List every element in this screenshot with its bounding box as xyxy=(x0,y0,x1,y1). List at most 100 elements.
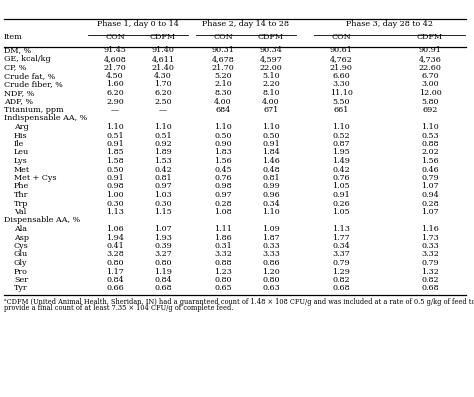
Text: 1.08: 1.08 xyxy=(214,208,232,216)
Text: 0.79: 0.79 xyxy=(421,259,439,267)
Text: 0.79: 0.79 xyxy=(332,259,350,267)
Text: 0.82: 0.82 xyxy=(332,276,350,284)
Text: 2.10: 2.10 xyxy=(214,81,232,89)
Text: 0.76: 0.76 xyxy=(214,174,232,182)
Text: 1.10: 1.10 xyxy=(421,123,439,131)
Text: 3.32: 3.32 xyxy=(421,251,439,258)
Text: 4,736: 4,736 xyxy=(419,55,441,63)
Text: 0.98: 0.98 xyxy=(214,183,232,191)
Text: CDFM: CDFM xyxy=(258,33,284,41)
Text: 0.46: 0.46 xyxy=(421,166,439,173)
Text: 4,597: 4,597 xyxy=(260,55,283,63)
Text: 0.91: 0.91 xyxy=(106,174,124,182)
Text: 1.73: 1.73 xyxy=(421,233,439,241)
Text: 0.98: 0.98 xyxy=(106,183,124,191)
Text: 4.00: 4.00 xyxy=(262,98,280,106)
Text: CON: CON xyxy=(331,33,351,41)
Text: 0.97: 0.97 xyxy=(154,183,172,191)
Text: ADF, %: ADF, % xyxy=(4,98,33,106)
Text: 1.16: 1.16 xyxy=(421,225,439,233)
Text: Val: Val xyxy=(14,208,26,216)
Text: 0.80: 0.80 xyxy=(106,259,124,267)
Text: 3.32: 3.32 xyxy=(214,251,232,258)
Text: 21.70: 21.70 xyxy=(104,64,127,71)
Text: Indispensable AA, %: Indispensable AA, % xyxy=(4,114,87,123)
Text: Gly: Gly xyxy=(14,259,27,267)
Text: Dispensable AA, %: Dispensable AA, % xyxy=(4,216,80,224)
Text: 0.80: 0.80 xyxy=(214,276,232,284)
Text: 671: 671 xyxy=(264,106,279,114)
Text: 1.10: 1.10 xyxy=(154,123,172,131)
Text: 1.10: 1.10 xyxy=(262,123,280,131)
Text: Met + Cys: Met + Cys xyxy=(14,174,56,182)
Text: 0.76: 0.76 xyxy=(332,174,350,182)
Text: CDFM: CDFM xyxy=(417,33,443,41)
Text: 0.66: 0.66 xyxy=(106,285,124,293)
Text: 1.09: 1.09 xyxy=(262,225,280,233)
Text: 1.95: 1.95 xyxy=(332,148,350,156)
Text: Arg: Arg xyxy=(14,123,29,131)
Text: 0.92: 0.92 xyxy=(154,140,172,148)
Text: 1.10: 1.10 xyxy=(262,208,280,216)
Text: 0.51: 0.51 xyxy=(106,131,124,139)
Text: Cys: Cys xyxy=(14,242,29,250)
Text: 1.77: 1.77 xyxy=(332,233,350,241)
Text: 0.30: 0.30 xyxy=(106,200,124,208)
Text: 0.42: 0.42 xyxy=(332,166,350,173)
Text: 11.10: 11.10 xyxy=(329,89,353,97)
Text: 1.17: 1.17 xyxy=(106,268,124,276)
Text: 0.63: 0.63 xyxy=(262,285,280,293)
Text: 6.60: 6.60 xyxy=(332,72,350,80)
Text: 1.23: 1.23 xyxy=(214,268,232,276)
Text: 4.50: 4.50 xyxy=(106,72,124,80)
Text: 0.84: 0.84 xyxy=(106,276,124,284)
Text: 1.10: 1.10 xyxy=(332,123,350,131)
Text: 0.45: 0.45 xyxy=(214,166,232,173)
Text: 1.94: 1.94 xyxy=(106,233,124,241)
Text: Met: Met xyxy=(14,166,30,173)
Text: 1.89: 1.89 xyxy=(154,148,172,156)
Text: NDF, %: NDF, % xyxy=(4,89,35,97)
Text: 1.85: 1.85 xyxy=(106,148,124,156)
Text: 90.34: 90.34 xyxy=(260,46,283,54)
Text: 1.60: 1.60 xyxy=(106,81,124,89)
Text: 1.19: 1.19 xyxy=(154,268,172,276)
Text: 1.05: 1.05 xyxy=(332,183,350,191)
Text: 3.37: 3.37 xyxy=(332,251,350,258)
Text: 0.31: 0.31 xyxy=(214,242,232,250)
Text: 1.49: 1.49 xyxy=(332,157,350,165)
Text: 6.20: 6.20 xyxy=(154,89,172,97)
Text: 4,762: 4,762 xyxy=(329,55,353,63)
Text: 0.68: 0.68 xyxy=(421,285,439,293)
Text: 6.70: 6.70 xyxy=(421,72,439,80)
Text: Phe: Phe xyxy=(14,183,29,191)
Text: 6.20: 6.20 xyxy=(106,89,124,97)
Text: 0.34: 0.34 xyxy=(262,200,280,208)
Text: 0.91: 0.91 xyxy=(332,191,350,199)
Text: 1.15: 1.15 xyxy=(154,208,172,216)
Text: 0.68: 0.68 xyxy=(154,285,172,293)
Text: 0.91: 0.91 xyxy=(262,140,280,148)
Text: 0.50: 0.50 xyxy=(262,131,280,139)
Text: Pro: Pro xyxy=(14,268,28,276)
Text: 0.86: 0.86 xyxy=(262,259,280,267)
Text: 1.53: 1.53 xyxy=(154,157,172,165)
Text: 684: 684 xyxy=(215,106,231,114)
Text: 1.06: 1.06 xyxy=(106,225,124,233)
Text: 1.10: 1.10 xyxy=(214,123,232,131)
Text: CP, %: CP, % xyxy=(4,64,27,71)
Text: 0.39: 0.39 xyxy=(154,242,172,250)
Text: 0.33: 0.33 xyxy=(262,242,280,250)
Text: 1.87: 1.87 xyxy=(262,233,280,241)
Text: 0.28: 0.28 xyxy=(214,200,232,208)
Text: 0.30: 0.30 xyxy=(154,200,172,208)
Text: 0.84: 0.84 xyxy=(154,276,172,284)
Text: provide a final count of at least 7.35 × 104 CFU/g of complete feed.: provide a final count of at least 7.35 ×… xyxy=(4,304,233,312)
Text: 661: 661 xyxy=(333,106,349,114)
Text: Ser: Ser xyxy=(14,276,28,284)
Text: 91.45: 91.45 xyxy=(103,46,127,54)
Text: CON: CON xyxy=(105,33,125,41)
Text: 90.91: 90.91 xyxy=(419,46,441,54)
Text: 0.26: 0.26 xyxy=(332,200,350,208)
Text: 0.34: 0.34 xyxy=(332,242,350,250)
